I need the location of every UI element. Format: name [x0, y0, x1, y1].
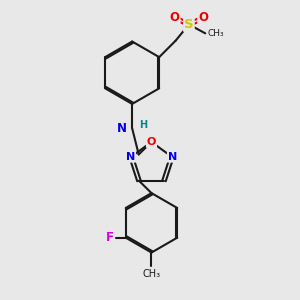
Text: O: O [169, 11, 180, 24]
Text: N: N [117, 122, 127, 135]
Text: S: S [184, 18, 194, 31]
Text: N: N [168, 152, 177, 162]
Text: CH₃: CH₃ [207, 29, 224, 38]
Text: N: N [126, 152, 135, 162]
Text: H: H [139, 120, 147, 130]
Text: O: O [198, 11, 208, 24]
Text: O: O [147, 137, 156, 147]
Text: F: F [106, 231, 114, 244]
Text: CH₃: CH₃ [142, 269, 160, 279]
